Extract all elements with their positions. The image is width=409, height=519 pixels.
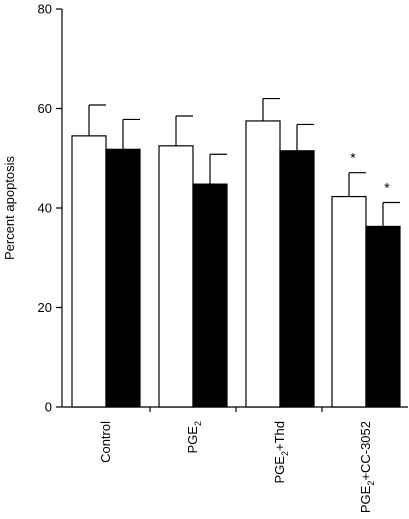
category-label: PGE2+CC-3052 [358,421,376,513]
significance-star: * [350,150,356,166]
y-tick-label: 60 [38,101,52,116]
x-axis [62,406,408,412]
bar-series1-2 [245,120,281,408]
y-tick-label: 80 [38,2,52,17]
bar-series2-3 [365,225,401,408]
category-label-rest: +Thd [272,421,287,451]
y-axis: 0 20 40 60 80 [38,2,63,415]
category-label-main: PGE [358,485,373,513]
significance-star: * [384,180,390,196]
category-label-rest: +CC-3052 [358,421,373,481]
error-bars [88,97,400,227]
category-label: PGE2+Thd [272,421,290,483]
y-tick-label: 0 [45,400,52,415]
significance-markers: ** [350,150,390,196]
category-label-main: Control [98,421,113,463]
category-label-main: PGE [272,456,287,484]
category-label-subscript: 2 [280,451,290,456]
y-tick-label: 20 [38,300,52,315]
category-label-subscript: 2 [366,481,376,486]
category-label: PGE2 [185,421,203,453]
bar-series2-0 [105,148,141,408]
y-axis-label: Percent apoptosis [2,155,17,260]
bar-series2-2 [279,150,315,408]
category-label-main: PGE [185,426,200,454]
bar-series1-1 [158,145,194,408]
bar-series2-1 [192,183,228,408]
category-label: Control [98,421,113,463]
bar-series1-0 [71,135,107,408]
category-label-subscript: 2 [193,421,203,426]
y-tick-label: 40 [38,201,52,216]
bars [71,120,401,408]
bar-series1-3 [331,195,367,408]
